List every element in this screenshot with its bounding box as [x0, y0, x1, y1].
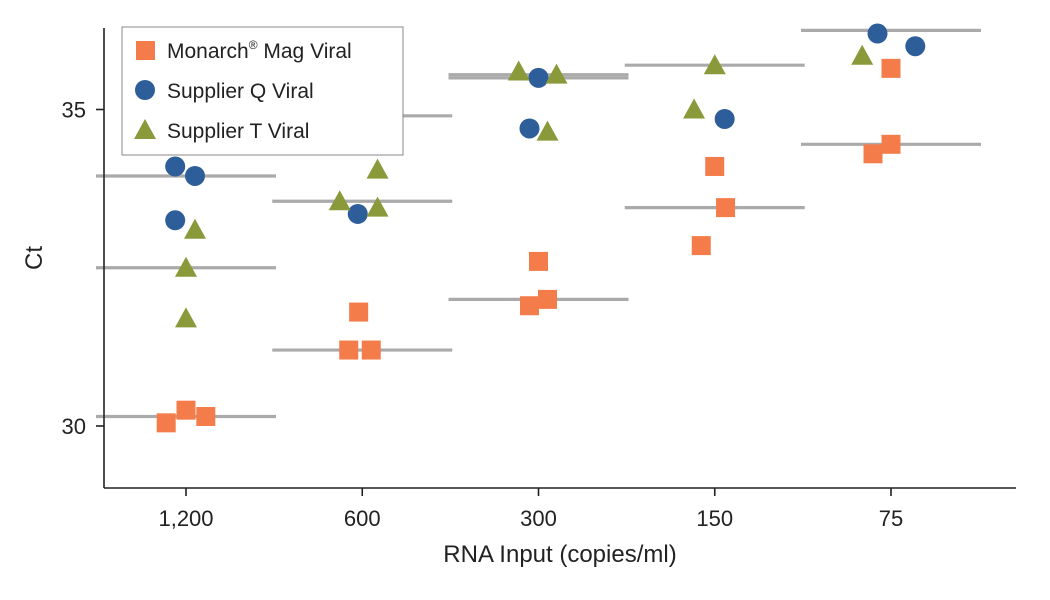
data-point-supplier-t-viral — [328, 190, 351, 211]
data-point-monarch-mag-viral — [339, 340, 359, 360]
y-axis-title: Ct — [21, 246, 48, 270]
x-ticks: 1,200 600 300 150 75 — [158, 488, 903, 531]
data-point-monarch-mag-viral — [705, 156, 725, 176]
data-point-monarch-mag-viral — [716, 198, 736, 218]
data-point-monarch-mag-viral — [361, 340, 381, 360]
data-point-supplier-t-viral — [683, 98, 706, 119]
data-point-supplier-t-viral — [175, 307, 197, 328]
legend-marker-monarch — [136, 41, 155, 60]
x-tick-label: 150 — [696, 506, 733, 531]
data-point-supplier-q-viral — [185, 165, 205, 186]
x-tick-label: 300 — [520, 506, 557, 531]
x-axis-title: RNA Input (copies/ml) — [443, 541, 676, 568]
data-point-monarch-mag-viral — [349, 302, 369, 322]
data-point-monarch-mag-viral — [881, 134, 901, 154]
data-point-supplier-t-viral — [703, 54, 726, 75]
data-point-supplier-t-viral — [366, 196, 389, 217]
legend-label-monarch: Monarch® Mag Viral — [167, 38, 352, 63]
data-point-supplier-q-viral — [165, 210, 186, 231]
y-ticks: 303540 — [62, 98, 104, 439]
data-point-monarch-mag-viral — [529, 251, 548, 271]
data-point-monarch-mag-viral — [156, 413, 176, 433]
data-point-monarch-mag-viral — [176, 400, 196, 420]
x-tick-label: 75 — [879, 506, 903, 531]
data-point-supplier-q-viral — [347, 203, 368, 224]
legend: Monarch® Mag Viral Supplier Q Viral Supp… — [121, 26, 404, 156]
data-point-supplier-t-viral — [366, 158, 389, 179]
y-tick-label: 35 — [62, 98, 86, 123]
data-point-monarch-mag-viral — [881, 58, 901, 78]
data-point-supplier-q-viral — [528, 67, 549, 88]
legend-label-supplier-q: Supplier Q Viral — [167, 80, 314, 103]
data-point-supplier-q-viral — [165, 156, 186, 177]
data-point-supplier-t-viral — [175, 256, 197, 277]
data-point-monarch-mag-viral — [538, 289, 557, 309]
data-point-supplier-t-viral — [851, 44, 874, 65]
data-point-monarch-mag-viral — [520, 296, 539, 316]
legend-box — [121, 26, 404, 156]
x-tick-label: 600 — [344, 506, 381, 531]
legend-marker-supplier-q — [135, 80, 155, 100]
x-tick-label: 1,200 — [158, 506, 213, 531]
data-point-monarch-mag-viral — [196, 407, 216, 427]
data-point-monarch-mag-viral — [691, 236, 711, 256]
data-point-supplier-q-viral — [714, 108, 735, 129]
legend-label-supplier-t: Supplier T Viral — [167, 120, 309, 143]
data-point-supplier-q-viral — [905, 36, 926, 57]
data-point-supplier-t-viral — [507, 60, 530, 81]
data-point-supplier-t-viral — [536, 120, 559, 141]
y-tick-label: 30 — [62, 414, 86, 439]
data-point-supplier-q-viral — [867, 23, 888, 44]
data-point-supplier-t-viral — [545, 63, 568, 84]
data-point-supplier-t-viral — [184, 218, 206, 239]
data-point-monarch-mag-viral — [863, 144, 883, 164]
data-point-supplier-q-viral — [519, 118, 540, 139]
legend-marker-supplier-t — [134, 119, 156, 139]
